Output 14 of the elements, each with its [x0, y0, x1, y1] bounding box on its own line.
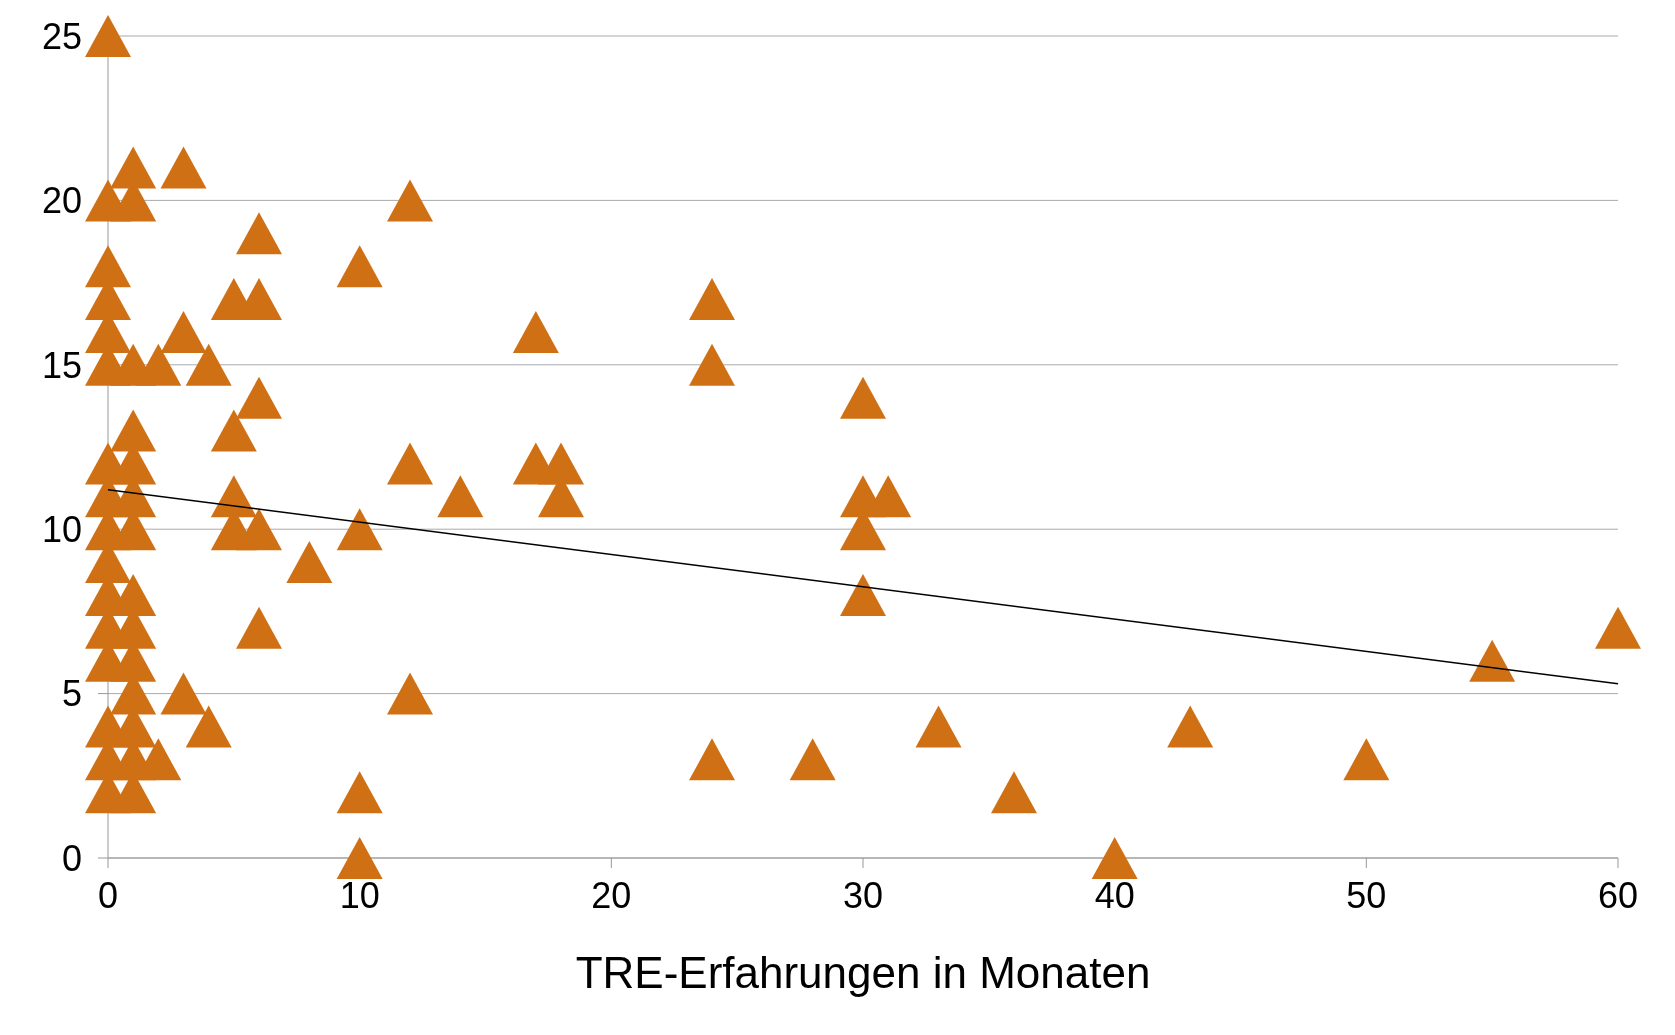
x-axis-title: TRE-Erfahrungen in Monaten [575, 948, 1151, 997]
x-tick-label: 20 [591, 874, 632, 916]
y-tick-label: 15 [41, 344, 82, 386]
x-tick-label: 10 [339, 874, 380, 916]
x-tick-label: 30 [842, 874, 884, 916]
x-tick-label: 60 [1597, 874, 1639, 916]
x-tick-label: 0 [97, 874, 119, 916]
x-tick-label: 50 [1346, 874, 1387, 916]
y-tick-label: 20 [41, 180, 82, 222]
y-tick-label: 0 [61, 837, 82, 879]
y-tick-label: 25 [41, 15, 82, 57]
y-tick-label: 10 [41, 508, 82, 550]
x-tick-label: 40 [1094, 874, 1135, 916]
y-tick-label: 5 [61, 673, 82, 715]
